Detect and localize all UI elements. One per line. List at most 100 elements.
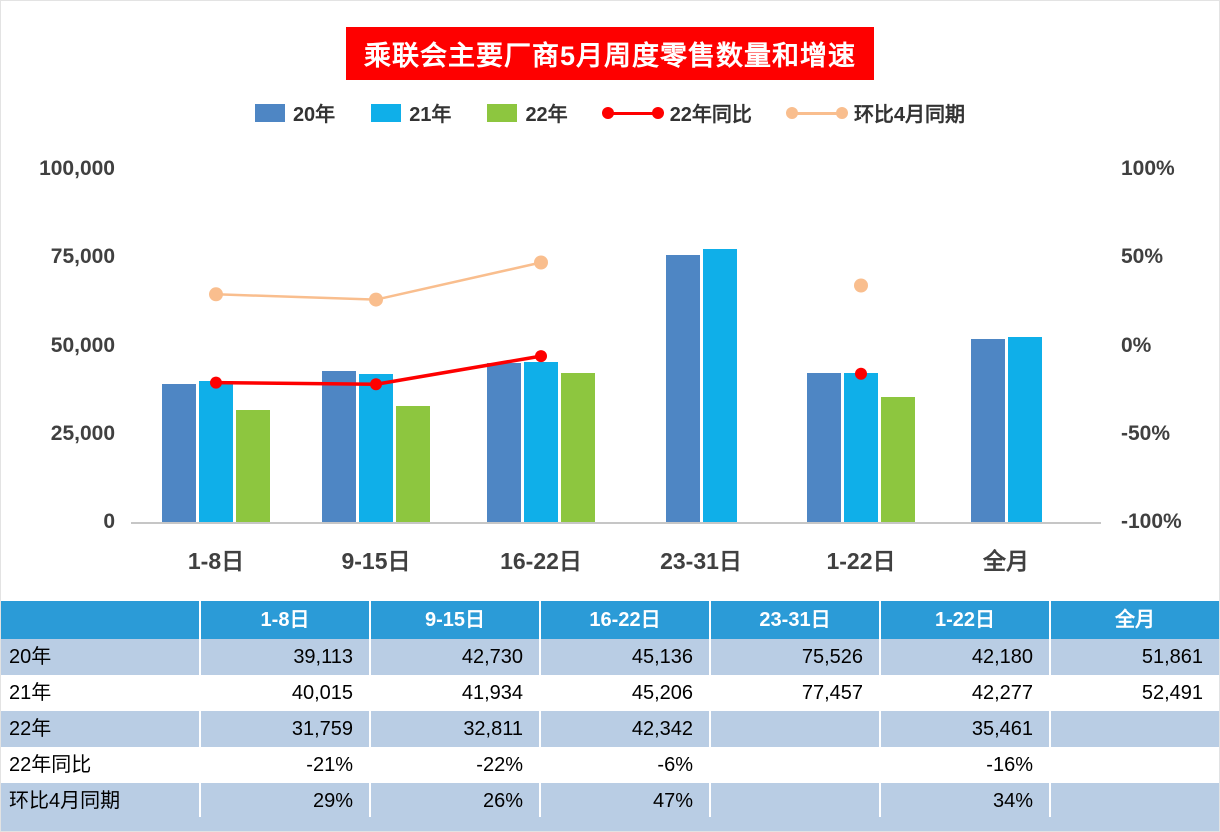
legend-label: 20年 (292, 104, 336, 126)
point-环比4月同期 (209, 287, 223, 302)
bar-20年-23-31日 (665, 255, 700, 522)
bar-20年-1-8日 (162, 383, 196, 522)
22年同比-line-swatch (601, 106, 664, 120)
table-row-label: 20年 (1, 639, 201, 675)
legend-item-环比4月同期: 环比4月同期 (785, 98, 966, 127)
table-cell: 42,730 (371, 639, 541, 675)
legend-label: 环比4月同期 (853, 104, 966, 126)
20年-swatch (254, 103, 285, 122)
point-22年同比 (535, 350, 547, 363)
legend-dot (601, 106, 614, 119)
table-cell: 35,461 (881, 711, 1051, 747)
table-cell (711, 783, 881, 819)
category-label-全月: 全月 (983, 548, 1029, 574)
bar-21年-全月 (1007, 336, 1042, 522)
right-axis-tick: -100% (1121, 510, 1182, 533)
point-环比4月同期 (369, 292, 383, 307)
legend-dot (651, 106, 664, 119)
table-cell: 41,934 (371, 675, 541, 711)
left-axis-tick: 25,000 (50, 421, 115, 445)
legend-item-22年同比: 22年同比 (601, 98, 752, 127)
left-axis-tick: 50,000 (50, 333, 115, 357)
table-header-cell: 23-31日 (711, 601, 881, 639)
table-cell: 31,759 (201, 711, 371, 747)
21年-swatch (371, 103, 402, 122)
环比4月同期-line-swatch (785, 106, 848, 120)
table-cell: 45,206 (541, 675, 711, 711)
table-row: 22年同比 -21% -22% -6% -16% (1, 747, 1219, 783)
table-row-label: 21年 (1, 675, 201, 711)
legend-item-22年: 22年 (487, 98, 568, 127)
bar-21年-9-15日 (359, 374, 393, 522)
table-cell (711, 711, 881, 747)
table-header-cell: 1-22日 (881, 601, 1051, 639)
table-cell: 42,342 (541, 711, 711, 747)
legend-label: 22年 (525, 104, 568, 126)
table-cell: 51,861 (1051, 639, 1219, 675)
legend-item-21年: 21年 (371, 98, 451, 127)
category-label-9-15日: 9-15日 (341, 548, 411, 574)
table-cell: 40,015 (201, 675, 371, 711)
table-row: 21年 40,015 41,934 45,206 77,457 42,277 52,491 (1, 675, 1219, 711)
table-cell: 34% (881, 783, 1051, 819)
chart-legend: 20年 21年 22年 22年同比 环比4月同期 (1, 98, 1219, 127)
table-header-cell: 全月 (1051, 601, 1219, 639)
bar-22年-1-22日 (881, 396, 915, 522)
table-cell: 26% (371, 783, 541, 819)
bar-22年-16-22日 (561, 372, 595, 522)
table-cell (1051, 711, 1219, 747)
bar-22年-9-15日 (396, 406, 430, 522)
table-row-label: 22年 (1, 711, 201, 747)
table-cell: 77,457 (711, 675, 881, 711)
left-axis-tick: 0 (103, 510, 115, 533)
line-环比4月同期 (215, 261, 542, 301)
legend-label: 22年同比 (669, 104, 752, 126)
table-cell: -22% (371, 747, 541, 783)
legend-label: 21年 (409, 104, 452, 126)
table-cell: 29% (201, 783, 371, 819)
table-header-row: 1-8日 9-15日 16-22日 23-31日 1-22日 全月 (1, 601, 1219, 639)
table-cell: 75,526 (711, 639, 881, 675)
table-row-label: 环比4月同期 (1, 783, 201, 819)
table-cell: -21% (201, 747, 371, 783)
left-axis-tick: 75,000 (50, 245, 115, 269)
bar-21年-1-22日 (844, 372, 878, 522)
bar-21年-1-8日 (199, 380, 233, 522)
legend-line (789, 111, 844, 115)
bar-22年-1-8日 (236, 409, 270, 522)
legend-dot (835, 106, 848, 119)
table-row: 20年 39,113 42,730 45,136 75,526 42,180 51,861 (1, 639, 1219, 675)
bar-20年-9-15日 (322, 371, 356, 522)
22年-swatch (487, 103, 518, 122)
legend-dot (785, 106, 798, 119)
table-cell (1051, 783, 1219, 819)
chart-title: 乘联会主要厂商5月周度零售数量和增速 (345, 27, 874, 80)
line-series-overlay (209, 255, 868, 391)
data-table: 1-8日 9-15日 16-22日 23-31日 1-22日 全月 20年 39,113 42,… (1, 601, 1219, 819)
right-axis-tick: -50% (1121, 421, 1171, 445)
category-label-1-8日: 1-8日 (187, 548, 245, 574)
table-cell: 42,277 (881, 675, 1051, 711)
table-row-label: 22年同比 (1, 747, 201, 783)
table-header-cell: 16-22日 (541, 601, 711, 639)
bar-20年-全月 (970, 338, 1005, 522)
bar-20年-16-22日 (487, 362, 521, 522)
table-cell: 39,113 (201, 639, 371, 675)
table-bottom-strip (1, 817, 1219, 831)
left-axis-tick: 100,000 (39, 157, 115, 180)
category-label-16-22日: 16-22日 (500, 548, 582, 574)
table-row: 环比4月同期 29% 26% 47% 34% (1, 783, 1219, 819)
plot-area (131, 169, 1101, 524)
table-header-cell: 1-8日 (201, 601, 371, 639)
table-cell: -6% (541, 747, 711, 783)
right-axis-tick: 100% (1121, 157, 1175, 180)
category-label-23-31日: 23-31日 (660, 548, 742, 574)
table-header-cell (1, 601, 201, 639)
point-环比4月同期 (854, 278, 868, 293)
table-cell: 52,491 (1051, 675, 1219, 711)
right-axis-tick: 50% (1121, 245, 1164, 269)
table-cell: 32,811 (371, 711, 541, 747)
table-row: 22年 31,759 32,811 42,342 35,461 (1, 711, 1219, 747)
table-cell: 47% (541, 783, 711, 819)
